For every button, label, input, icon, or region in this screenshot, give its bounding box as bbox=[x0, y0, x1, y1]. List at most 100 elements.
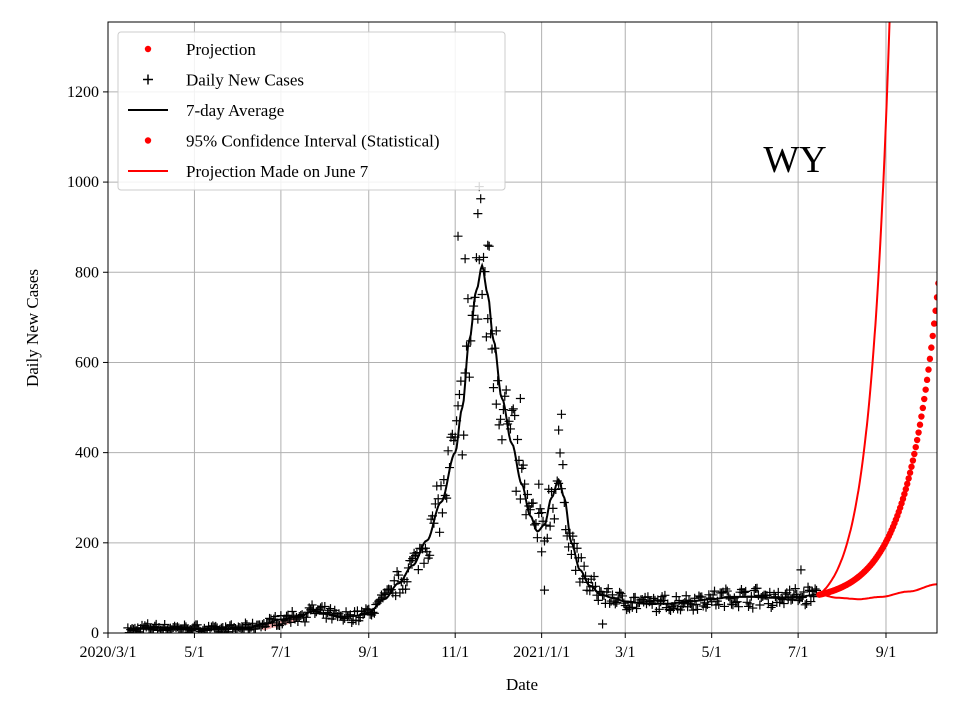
daily-case-point bbox=[486, 329, 496, 339]
projection-point bbox=[906, 469, 914, 476]
daily-case-point bbox=[548, 503, 558, 513]
x-tick-label: 9/1 bbox=[876, 644, 896, 661]
x-tick-label: 2021/1/1 bbox=[513, 644, 570, 661]
daily-case-point bbox=[790, 584, 800, 594]
daily-case-point bbox=[773, 587, 783, 597]
daily-case-point bbox=[513, 435, 523, 445]
projection-point bbox=[916, 421, 924, 428]
axes-frame bbox=[107, 21, 938, 634]
daily-case-point bbox=[806, 597, 816, 607]
daily-case-point bbox=[558, 460, 568, 470]
daily-case-point bbox=[545, 521, 555, 531]
daily-case-point bbox=[510, 411, 520, 421]
daily-case-point bbox=[710, 586, 720, 596]
projection-point bbox=[905, 475, 912, 482]
daily-case-point bbox=[406, 556, 416, 566]
legend: Projection Daily New Cases 7-day Average 95… bbox=[117, 31, 506, 191]
legend-marker-plus bbox=[143, 74, 153, 85]
daily-case-point bbox=[473, 314, 483, 324]
daily-case-point bbox=[511, 486, 521, 496]
projection-point bbox=[908, 463, 915, 470]
x-tick-label: 5/1 bbox=[184, 644, 204, 661]
daily-case-point bbox=[708, 590, 718, 600]
daily-case-point bbox=[534, 479, 544, 489]
daily-case-point bbox=[515, 394, 525, 404]
daily-case-point bbox=[649, 593, 659, 603]
daily-case-point bbox=[494, 420, 504, 430]
projection-point bbox=[928, 344, 935, 351]
daily-case-point bbox=[571, 565, 581, 575]
x-tick-label: 7/1 bbox=[271, 644, 291, 661]
daily-case-point bbox=[598, 619, 608, 629]
daily-case-point bbox=[453, 231, 463, 241]
daily-case-point bbox=[347, 618, 357, 628]
daily-case-point bbox=[300, 617, 310, 627]
daily-case-point bbox=[537, 547, 547, 557]
daily-case-point bbox=[532, 533, 542, 543]
daily-case-point bbox=[802, 598, 812, 608]
daily-case-point bbox=[734, 602, 744, 612]
daily-case-point bbox=[610, 599, 620, 609]
daily-case-point bbox=[515, 494, 525, 504]
daily-case-point bbox=[719, 601, 729, 611]
daily-case-point bbox=[477, 289, 487, 299]
daily-case-point bbox=[463, 294, 473, 304]
daily-case-point bbox=[508, 404, 518, 414]
projection-point bbox=[929, 332, 936, 340]
daily-case-point bbox=[488, 383, 498, 393]
daily-case-point bbox=[535, 504, 545, 514]
daily-case-point bbox=[435, 527, 445, 537]
daily-case-point bbox=[654, 604, 664, 614]
daily-case-point bbox=[456, 376, 466, 386]
daily-case-point bbox=[321, 613, 331, 623]
daily-case-point bbox=[316, 603, 326, 613]
y-axis-label: Daily New Cases bbox=[23, 269, 42, 387]
daily-case-point bbox=[741, 586, 751, 596]
daily-case-point bbox=[501, 385, 511, 395]
daily-case-point bbox=[605, 598, 615, 608]
y-tick-label: 0 bbox=[91, 625, 99, 642]
daily-case-point bbox=[603, 584, 613, 594]
x-tick-label: 11/1 bbox=[441, 644, 469, 661]
daily-case-point bbox=[437, 508, 447, 518]
daily-case-point bbox=[589, 571, 599, 581]
daily-case-point bbox=[265, 613, 275, 623]
daily-case-point bbox=[766, 602, 776, 612]
y-tick-label: 400 bbox=[75, 445, 99, 462]
projection-point bbox=[923, 376, 931, 384]
daily-case-point bbox=[688, 605, 698, 615]
daily-case-point bbox=[394, 570, 404, 580]
daily-case-point bbox=[436, 481, 446, 491]
daily-case-point bbox=[369, 608, 379, 618]
daily-case-point bbox=[453, 401, 463, 411]
daily-case-point bbox=[576, 553, 586, 563]
daily-case-point bbox=[320, 601, 330, 611]
daily-case-point bbox=[785, 585, 795, 595]
daily-case-point bbox=[425, 550, 435, 560]
daily-case-point bbox=[491, 326, 501, 336]
daily-case-point bbox=[443, 446, 453, 456]
legend-marker-dot bbox=[144, 45, 152, 53]
daily-case-point bbox=[457, 450, 467, 460]
daily-case-point bbox=[542, 533, 552, 543]
state-label: WY bbox=[763, 139, 826, 181]
daily-case-point bbox=[752, 583, 762, 593]
daily-case-point bbox=[537, 508, 547, 518]
projection-point bbox=[922, 386, 929, 393]
daily-case-point bbox=[401, 584, 411, 594]
daily-case-point bbox=[474, 255, 484, 265]
daily-case-point bbox=[484, 241, 494, 251]
daily-case-point bbox=[800, 600, 810, 610]
daily-case-point bbox=[460, 254, 470, 264]
plot-area bbox=[123, 22, 937, 633]
projection-point bbox=[921, 395, 928, 403]
daily-case-point bbox=[617, 591, 627, 601]
daily-case-point bbox=[693, 604, 703, 614]
daily-case-point bbox=[799, 587, 809, 597]
daily-case-point bbox=[462, 341, 472, 351]
y-tick-label: 600 bbox=[75, 354, 99, 371]
legend-label: Projection Made on June 7 bbox=[186, 162, 369, 181]
legend-label: Projection bbox=[186, 40, 256, 59]
projection-point bbox=[925, 366, 932, 373]
